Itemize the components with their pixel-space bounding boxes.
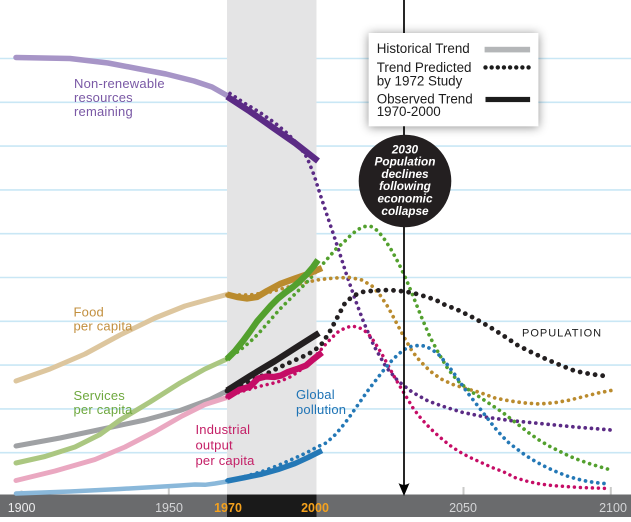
svg-text:2030: 2030 xyxy=(391,142,419,156)
svg-text:2100: 2100 xyxy=(599,501,627,515)
svg-text:per capita: per capita xyxy=(74,402,134,417)
svg-text:Non-renewable: Non-renewable xyxy=(74,76,165,91)
svg-text:1950: 1950 xyxy=(155,501,183,515)
svg-text:following: following xyxy=(379,179,431,193)
svg-text:collapse: collapse xyxy=(381,204,429,218)
svg-text:economic: economic xyxy=(377,192,433,206)
svg-text:POPULATION: POPULATION xyxy=(522,328,602,340)
svg-text:1970: 1970 xyxy=(214,501,242,515)
svg-text:Services: Services xyxy=(74,388,126,403)
svg-text:Food: Food xyxy=(74,305,104,320)
svg-text:Industrial: Industrial xyxy=(196,422,251,437)
svg-text:2000: 2000 xyxy=(301,501,329,515)
svg-text:per capita: per capita xyxy=(74,319,134,334)
svg-text:Trend Predicted: Trend Predicted xyxy=(377,60,472,75)
svg-text:declines: declines xyxy=(381,167,429,181)
svg-text:output: output xyxy=(196,438,234,453)
svg-text:per capita: per capita xyxy=(196,453,256,468)
svg-text:pollution: pollution xyxy=(296,402,346,417)
svg-text:Historical Trend: Historical Trend xyxy=(377,41,470,56)
svg-text:1900: 1900 xyxy=(8,501,36,515)
svg-text:Global: Global xyxy=(296,387,335,402)
svg-text:1970-2000: 1970-2000 xyxy=(377,104,441,119)
svg-text:resources: resources xyxy=(74,90,133,105)
svg-text:Population: Population xyxy=(375,155,436,169)
svg-text:by 1972 Study: by 1972 Study xyxy=(377,74,463,89)
svg-text:remaining: remaining xyxy=(74,104,133,119)
svg-text:2050: 2050 xyxy=(449,501,477,515)
svg-text:Observed Trend: Observed Trend xyxy=(377,92,473,107)
